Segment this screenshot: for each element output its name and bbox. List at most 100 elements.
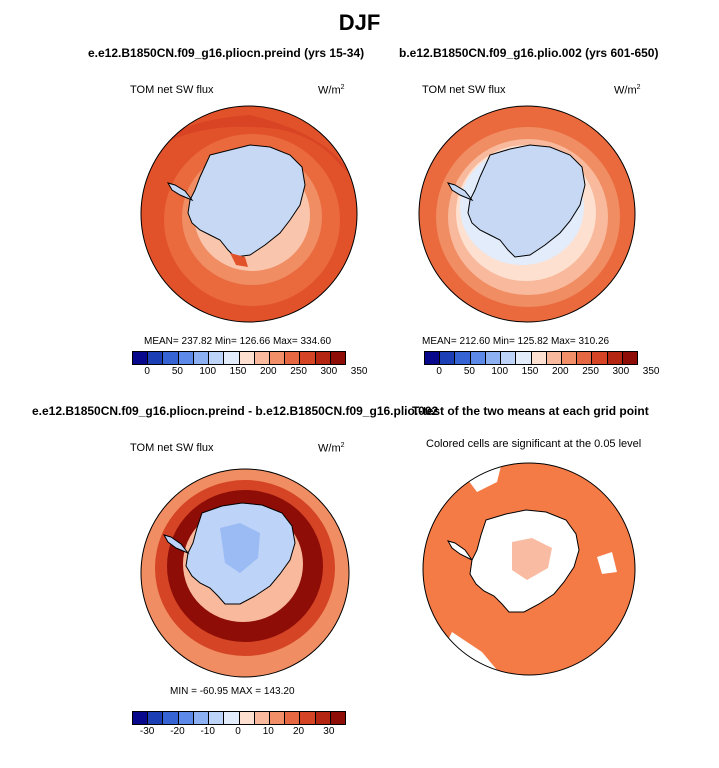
colorbar-tick-label: 0 xyxy=(144,366,150,377)
panel3-title: e.e12.B1850CN.f09_g16.pliocn.preind - b.… xyxy=(32,404,439,418)
panel2-colorbar-ticks: 0 50 100 150 200 250 300 350 xyxy=(424,365,659,379)
panel4-subtitle: Colored cells are significant at the 0.0… xyxy=(426,438,642,450)
colorbar-cell xyxy=(254,352,270,364)
colorbar-tick-label: 200 xyxy=(259,366,277,377)
colorbar-cell xyxy=(546,352,562,364)
panel1-colorbar-ticks: 0 50 100 150 200 250 300 350 xyxy=(132,365,367,379)
panel3-units-label: W/m2 xyxy=(318,442,345,455)
panel1-colorbar xyxy=(132,351,346,365)
panel4-nonsig-e xyxy=(597,552,617,574)
colorbar-tick-label: 150 xyxy=(229,366,247,377)
colorbar-cell xyxy=(163,712,179,724)
panel1-stats: MEAN= 237.82 Min= 126.66 Max= 334.60 xyxy=(144,336,332,347)
colorbar-cell xyxy=(193,712,210,724)
panel1-map xyxy=(140,105,358,323)
colorbar-cell xyxy=(163,352,179,364)
colorbar-cell xyxy=(300,352,316,364)
colorbar-cell xyxy=(440,352,456,364)
colorbar-tick-label: 0 xyxy=(436,366,442,377)
panel1-ocean-band xyxy=(160,115,350,175)
colorbar-cell xyxy=(178,712,194,724)
colorbar-cell xyxy=(300,712,316,724)
panel2-title: b.e12.B1850CN.f09_g16.plio.002 (yrs 601-… xyxy=(399,46,659,60)
colorbar-cell xyxy=(501,352,517,364)
panel1-title: e.e12.B1850CN.f09_g16.pliocn.preind (yrs… xyxy=(88,46,365,60)
colorbar-tick-label: 50 xyxy=(463,366,475,377)
main-title: DJF xyxy=(338,10,381,35)
colorbar-cell xyxy=(209,712,225,724)
panel4-sig-interior xyxy=(512,538,552,580)
colorbar-cell xyxy=(285,352,301,364)
colorbar-cell xyxy=(269,712,286,724)
colorbar-cell xyxy=(133,712,149,724)
colorbar-cell xyxy=(607,352,623,364)
colorbar-cell xyxy=(531,352,547,364)
colorbar-cell xyxy=(239,352,255,364)
colorbar-tick-label: 50 xyxy=(171,366,183,377)
panel3-map xyxy=(140,468,350,678)
colorbar-cell xyxy=(148,352,164,364)
colorbar-cell xyxy=(224,712,240,724)
panel1-units-label: W/m2 xyxy=(318,84,345,97)
colorbar-cell xyxy=(178,352,194,364)
colorbar-tick-label: 30 xyxy=(323,726,335,737)
colorbar-tick-label: 250 xyxy=(582,366,599,377)
colorbar-tick-label: 350 xyxy=(350,366,368,377)
colorbar-cell xyxy=(193,352,210,364)
colorbar-cell xyxy=(269,352,286,364)
colorbar-cell xyxy=(592,352,608,364)
panel3-stats: MIN = -60.95 MAX = 143.20 xyxy=(170,686,295,697)
colorbar-tick-label: -30 xyxy=(139,726,155,737)
colorbar-cell xyxy=(148,712,164,724)
panel2-stats: MEAN= 212.60 Min= 125.82 Max= 310.26 xyxy=(422,336,610,347)
colorbar-cell xyxy=(485,352,502,364)
panel4-map xyxy=(422,462,636,676)
colorbar-cell xyxy=(516,352,532,364)
colorbar-tick-label: 100 xyxy=(491,366,509,377)
panel2-map xyxy=(418,105,636,323)
colorbar-cell xyxy=(315,712,331,724)
colorbar-tick-label: -10 xyxy=(200,726,215,737)
colorbar-cell xyxy=(209,352,225,364)
colorbar-cell xyxy=(455,352,471,364)
colorbar-tick-label: 250 xyxy=(290,366,307,377)
colorbar-cell xyxy=(561,352,578,364)
colorbar-cell xyxy=(622,352,638,364)
panel4-peninsula xyxy=(446,540,473,561)
colorbar-tick-label: 300 xyxy=(320,366,338,377)
panel1-variable-label: TOM net SW flux xyxy=(130,84,214,96)
panel3-peninsula xyxy=(162,534,190,555)
colorbar-cell xyxy=(133,352,149,364)
colorbar-tick-label: 150 xyxy=(521,366,539,377)
colorbar-cell xyxy=(254,712,270,724)
colorbar-cell xyxy=(330,352,346,364)
panel1-ice-sheet xyxy=(187,144,306,258)
colorbar-tick-label: 10 xyxy=(262,726,274,737)
colorbar-cell xyxy=(330,712,346,724)
colorbar-cell xyxy=(239,712,255,724)
panel2-peninsula xyxy=(446,182,474,202)
colorbar-cell xyxy=(425,352,441,364)
colorbar-cell xyxy=(315,352,331,364)
panel3-variable-label: TOM net SW flux xyxy=(130,442,214,454)
panel1-warm-patch xyxy=(230,253,248,267)
colorbar-cell xyxy=(577,352,593,364)
panel2-units-label: W/m2 xyxy=(614,84,641,97)
colorbar-tick-label: -20 xyxy=(170,726,185,737)
colorbar-tick-label: 200 xyxy=(551,366,569,377)
panel3-colorbar xyxy=(132,711,346,725)
panel3-colorbar-ticks: -30 -20 -10 0 10 20 30 xyxy=(132,725,344,739)
colorbar-cell xyxy=(224,352,240,364)
colorbar-tick-label: 20 xyxy=(293,726,305,737)
colorbar-cell xyxy=(285,712,301,724)
colorbar-tick-label: 350 xyxy=(642,366,660,377)
colorbar-tick-label: 300 xyxy=(612,366,630,377)
colorbar-tick-label: 100 xyxy=(199,366,217,377)
panel4-title: T-test of the two means at each grid poi… xyxy=(412,404,649,418)
colorbar-cell xyxy=(470,352,486,364)
colorbar-tick-label: 0 xyxy=(235,726,241,737)
panel1-peninsula xyxy=(166,182,194,202)
panel3-ice-detail xyxy=(220,523,260,573)
panel2-colorbar xyxy=(424,351,638,365)
panel2-ice-sheet xyxy=(467,144,586,258)
